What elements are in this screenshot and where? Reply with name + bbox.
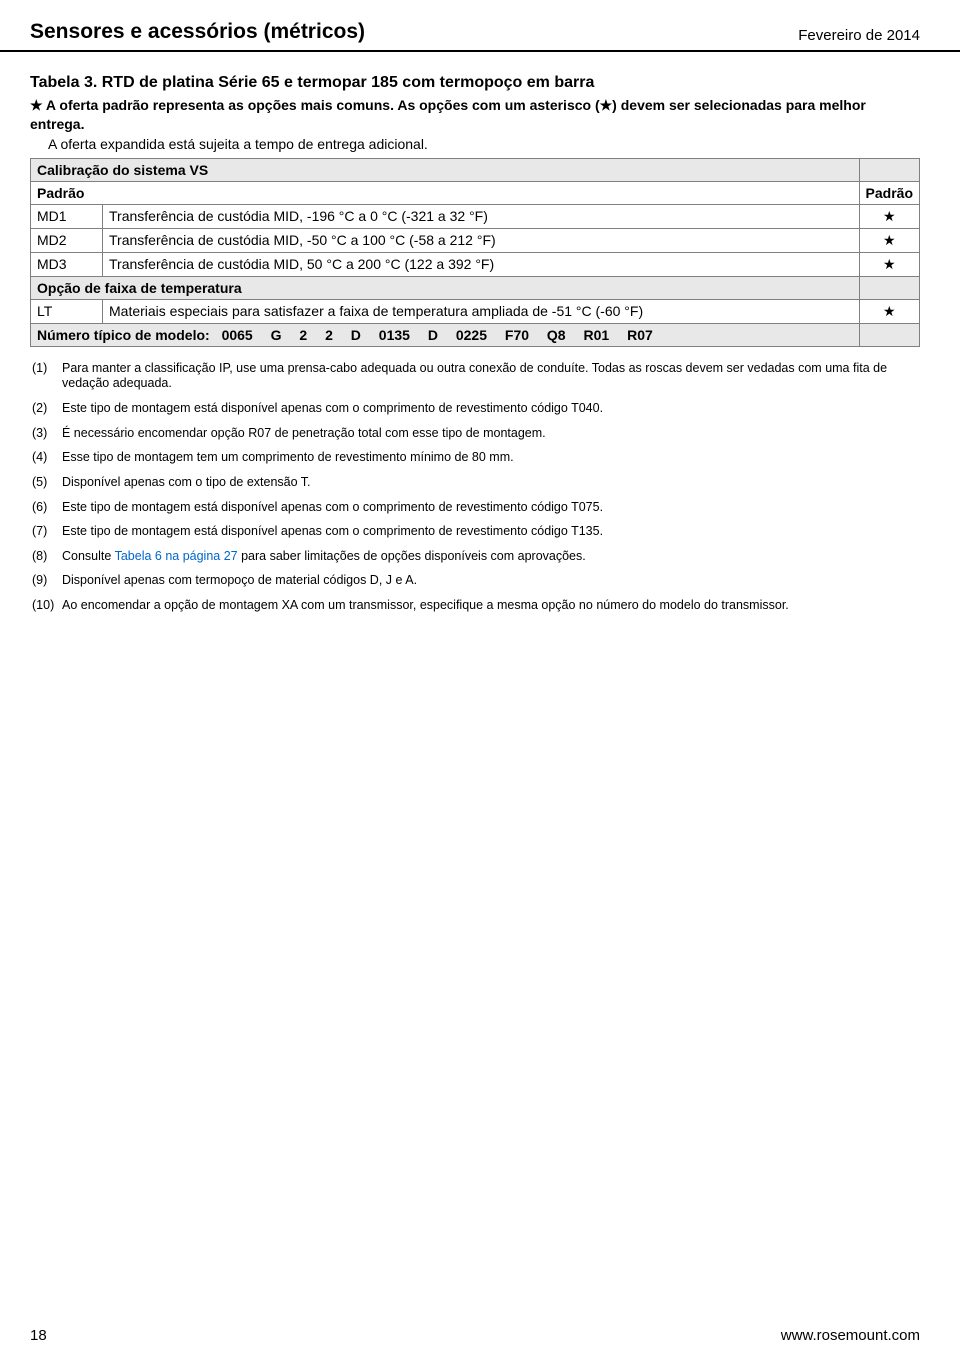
page-number: 18 bbox=[30, 1327, 47, 1344]
footnote-num: (9) bbox=[32, 573, 62, 589]
footnote-num: (2) bbox=[32, 401, 62, 417]
footnote-text-pre: Consulte bbox=[62, 549, 115, 563]
header-title: Sensores e acessórios (métricos) bbox=[30, 20, 365, 44]
footnote: (9)Disponível apenas com termopoço de ma… bbox=[32, 573, 918, 589]
footnote-num: (3) bbox=[32, 426, 62, 442]
section-temp-starcell bbox=[859, 276, 919, 299]
footnote-text: Consulte Tabela 6 na página 27 para sabe… bbox=[62, 549, 918, 565]
footnote: (1)Para manter a classificação IP, use u… bbox=[32, 361, 918, 392]
model-code: G bbox=[271, 327, 282, 343]
section-temp-range: Opção de faixa de temperatura bbox=[31, 276, 920, 299]
model-code: R01 bbox=[584, 327, 610, 343]
footnote-text-post: para saber limitações de opções disponív… bbox=[238, 549, 586, 563]
padrao-left: Padrão bbox=[31, 181, 860, 204]
model-code: 0065 bbox=[222, 327, 253, 343]
footnote-text: Esse tipo de montagem tem um comprimento… bbox=[62, 450, 918, 466]
table-row: LT Materiais especiais para satisfazer a… bbox=[31, 299, 920, 323]
table-row: MD3 Transferência de custódia MID, 50 °C… bbox=[31, 252, 920, 276]
desc-cell: Transferência de custódia MID, -50 °C a … bbox=[103, 228, 860, 252]
code-cell: MD1 bbox=[31, 204, 103, 228]
footnotes: (1)Para manter a classificação IP, use u… bbox=[30, 361, 920, 614]
footnote-num: (7) bbox=[32, 524, 62, 540]
code-cell: MD2 bbox=[31, 228, 103, 252]
footnote-text: Para manter a classificação IP, use uma … bbox=[62, 361, 918, 392]
padrao-right: Padrão bbox=[859, 181, 919, 204]
star-cell: ★ bbox=[859, 252, 919, 276]
footnote-num: (4) bbox=[32, 450, 62, 466]
footer-url: www.rosemount.com bbox=[781, 1327, 920, 1344]
footnote: (7)Este tipo de montagem está disponível… bbox=[32, 524, 918, 540]
footnote-text: Disponível apenas com o tipo de extensão… bbox=[62, 475, 918, 491]
footnote: (3)É necessário encomendar opção R07 de … bbox=[32, 426, 918, 442]
desc-cell: Materiais especiais para satisfazer a fa… bbox=[103, 299, 860, 323]
model-code: D bbox=[351, 327, 361, 343]
footnote-text: Este tipo de montagem está disponível ap… bbox=[62, 401, 918, 417]
model-starcell bbox=[859, 323, 919, 346]
footnote-text: Este tipo de montagem está disponível ap… bbox=[62, 524, 918, 540]
footnote-text: Disponível apenas com termopoço de mater… bbox=[62, 573, 918, 589]
model-code: D bbox=[428, 327, 438, 343]
section-calibration-label: Calibração do sistema VS bbox=[31, 158, 860, 181]
model-code: F70 bbox=[505, 327, 529, 343]
footnote: (6)Este tipo de montagem está disponível… bbox=[32, 500, 918, 516]
model-code: 0135 bbox=[379, 327, 410, 343]
header-date: Fevereiro de 2014 bbox=[798, 27, 920, 44]
footnote-text: Este tipo de montagem está disponível ap… bbox=[62, 500, 918, 516]
footnote-link[interactable]: Tabela 6 na página 27 bbox=[115, 549, 238, 563]
code-cell: MD3 bbox=[31, 252, 103, 276]
model-code: 0225 bbox=[456, 327, 487, 343]
footnote: (5)Disponível apenas com o tipo de exten… bbox=[32, 475, 918, 491]
model-row: Número típico de modelo: 0065 G 2 2 D 01… bbox=[31, 323, 920, 346]
star-cell: ★ bbox=[859, 204, 919, 228]
section-temp-label: Opção de faixa de temperatura bbox=[31, 276, 860, 299]
model-codes: 0065 G 2 2 D 0135 D 0225 F70 Q8 R01 R07 bbox=[214, 327, 667, 343]
table-row: MD1 Transferência de custódia MID, -196 … bbox=[31, 204, 920, 228]
desc-cell: Transferência de custódia MID, 50 °C a 2… bbox=[103, 252, 860, 276]
table-row: MD2 Transferência de custódia MID, -50 °… bbox=[31, 228, 920, 252]
subheader-padrao: Padrão Padrão bbox=[31, 181, 920, 204]
footnote-num: (1) bbox=[32, 361, 62, 392]
section-calibration-starcell bbox=[859, 158, 919, 181]
footnote: (4)Esse tipo de montagem tem um comprime… bbox=[32, 450, 918, 466]
footnote-text: É necessário encomendar opção R07 de pen… bbox=[62, 426, 918, 442]
model-code: 2 bbox=[325, 327, 333, 343]
model-code: R07 bbox=[627, 327, 653, 343]
table-title: Tabela 3. RTD de platina Série 65 e term… bbox=[30, 74, 920, 92]
page-footer: 18 www.rosemount.com bbox=[0, 1327, 960, 1344]
footnote: (2)Este tipo de montagem está disponível… bbox=[32, 401, 918, 417]
footnote-num: (10) bbox=[32, 598, 62, 614]
intro-bold: ★ A oferta padrão representa as opções m… bbox=[30, 96, 920, 134]
model-cell: Número típico de modelo: 0065 G 2 2 D 01… bbox=[31, 323, 860, 346]
spec-table: Calibração do sistema VS Padrão Padrão M… bbox=[30, 158, 920, 347]
section-calibration: Calibração do sistema VS bbox=[31, 158, 920, 181]
footnote-num: (6) bbox=[32, 500, 62, 516]
footnote: (8) Consulte Tabela 6 na página 27 para … bbox=[32, 549, 918, 565]
model-label: Número típico de modelo: bbox=[37, 327, 210, 343]
footnote: (10)Ao encomendar a opção de montagem XA… bbox=[32, 598, 918, 614]
footnote-text: Ao encomendar a opção de montagem XA com… bbox=[62, 598, 918, 614]
model-code: Q8 bbox=[547, 327, 566, 343]
footnote-num: (5) bbox=[32, 475, 62, 491]
model-code: 2 bbox=[299, 327, 307, 343]
intro-plain: A oferta expandida está sujeita a tempo … bbox=[48, 136, 920, 152]
code-cell: LT bbox=[31, 299, 103, 323]
star-cell: ★ bbox=[859, 228, 919, 252]
star-cell: ★ bbox=[859, 299, 919, 323]
footnote-num: (8) bbox=[32, 549, 62, 565]
desc-cell: Transferência de custódia MID, -196 °C a… bbox=[103, 204, 860, 228]
page-header: Sensores e acessórios (métricos) Feverei… bbox=[0, 0, 960, 52]
content: Tabela 3. RTD de platina Série 65 e term… bbox=[0, 74, 960, 614]
